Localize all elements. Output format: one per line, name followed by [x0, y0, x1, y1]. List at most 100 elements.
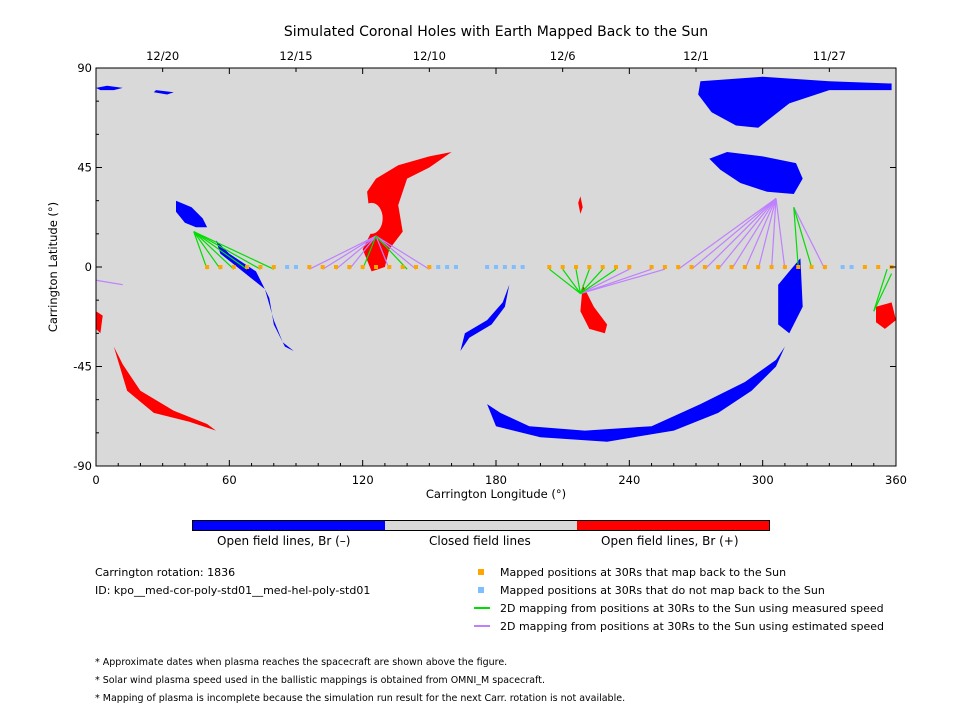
mapped-point-17: [560, 265, 565, 269]
unmapped-point-9: [520, 265, 525, 269]
coronal-hole-negative-5: [216, 240, 294, 351]
mapped-point-36: [822, 265, 827, 269]
estimated-mapping-line-19: [793, 207, 826, 270]
estimated-mapping-line-4: [375, 235, 390, 270]
unmapped-point-1: [294, 265, 298, 269]
estimated-mapping-line-3: [348, 235, 377, 270]
colorbar-negative: [193, 521, 385, 530]
mapped-point-11: [374, 265, 378, 269]
mapped-point-9: [347, 265, 352, 269]
mapped-point-0: [205, 265, 210, 269]
coronal-hole-negative-7: [487, 346, 785, 442]
date-tick-label-3: 12/6: [550, 49, 576, 63]
x-tick-label-5: 300: [752, 473, 774, 487]
estimated-mapping-line-5: [375, 235, 417, 270]
mapped-point-14: [414, 265, 418, 269]
mapped-point-37: [862, 265, 867, 269]
estimated-mapping-line-17: [770, 198, 777, 270]
x-tick-label-3: 180: [485, 473, 507, 487]
note-incomplete: * Mapping of plasma is incomplete becaus…: [95, 693, 626, 704]
y-axis-label: Carrington Latitude (°): [46, 202, 60, 332]
coronal-hole-negative-1: [96, 85, 123, 91]
unmapped-point-11: [849, 265, 854, 269]
unmapped-point-2: [436, 265, 441, 269]
mapped-point-2: [231, 265, 236, 269]
x-tick-label-2: 120: [352, 473, 374, 487]
estimated-mapping-line-8: [580, 268, 652, 295]
colorbar-label-closed: Closed field lines: [429, 534, 531, 548]
mapped-point-21: [614, 265, 618, 269]
measured-mapping-line-9: [562, 268, 581, 294]
mapped-point-23: [649, 265, 654, 269]
mapped-point-8: [334, 265, 338, 269]
closed-region-0: [360, 202, 383, 234]
measured-mapping-line-0: [193, 231, 208, 270]
measured-mapping-line-4: [193, 231, 261, 270]
legend-mapped-label: Mapped positions at 30Rs that map back t…: [500, 566, 787, 579]
estimated-mapping-line-2: [335, 235, 377, 270]
y-tick-label-0: -90: [73, 459, 92, 473]
y-tick-label-3: 45: [77, 161, 92, 175]
coronal-hole-positive-12: [113, 346, 216, 431]
measured-mapping-line-12: [580, 268, 604, 294]
measured-mapping-line-6: [362, 235, 377, 270]
mapped-point-26: [689, 265, 694, 269]
legend-unmapped-label: Mapped positions at 30Rs that do not map…: [500, 584, 825, 597]
mapped-point-5: [271, 265, 276, 269]
estimated-mapping-line-9: [580, 268, 666, 295]
mapped-point-31: [756, 265, 761, 269]
mapped-point-3: [245, 265, 250, 269]
legend-estimated-label: 2D mapping from positions at 30Rs to the…: [500, 620, 885, 633]
measured-mapping-line-11: [579, 269, 590, 294]
mapped-point-20: [600, 265, 605, 269]
date-tick-label-4: 12/1: [683, 49, 709, 63]
measured-mapping-line-2: [193, 231, 235, 270]
colorbar-closed: [385, 521, 577, 530]
unmapped-point-6: [494, 265, 498, 269]
mapped-point-25: [676, 265, 681, 269]
mapped-point-27: [702, 265, 707, 269]
mapped-point-28: [716, 265, 721, 269]
unmapped-point-7: [502, 265, 507, 269]
coronal-hole-positive-10: [580, 284, 608, 334]
estimated-mapping-line-7: [580, 268, 630, 295]
measured-mapping-line-3: [193, 231, 248, 270]
unmapped-point-5: [485, 265, 490, 269]
mapped-point-10: [360, 265, 365, 269]
date-tick-label-1: 12/15: [279, 49, 312, 63]
y-tick-label-1: -45: [73, 360, 92, 374]
measured-mapping-line-13: [580, 268, 617, 295]
mapped-point-34: [796, 265, 801, 269]
legend-unmapped-symbol: [478, 587, 484, 593]
coronal-hole-negative-3: [709, 152, 803, 194]
unmapped-point-10: [840, 265, 845, 269]
note-dates: * Approximate dates when plasma reaches …: [95, 657, 508, 668]
x-axis-label: Carrington Longitude (°): [426, 487, 566, 501]
mapped-point-4: [258, 265, 263, 269]
legend-mapped-symbol: [478, 569, 484, 575]
estimated-mapping-line-13: [717, 198, 777, 270]
measured-mapping-line-5: [193, 231, 275, 270]
coronal-hole-negative-0: [698, 76, 892, 128]
coronal-hole-positive-13: [96, 311, 103, 334]
coronal-hole-negative-8: [778, 258, 803, 334]
mapped-point-7: [320, 265, 325, 269]
measured-mapping-line-1: [193, 231, 221, 270]
mapped-point-13: [400, 265, 405, 269]
y-tick-label-2: 0: [85, 260, 92, 274]
coronal-hole-positive-14: [876, 302, 896, 329]
chart-title: Simulated Coronal Holes with Earth Mappe…: [284, 24, 708, 40]
mapped-point-15: [427, 265, 432, 269]
measured-mapping-line-14: [793, 207, 799, 268]
estimated-mapping-line-12: [704, 198, 777, 270]
x-tick-label-1: 60: [222, 473, 237, 487]
model-id: ID: kpo__med-cor-poly-std01__med-hel-pol…: [95, 584, 371, 597]
mapped-point-19: [587, 265, 592, 269]
date-tick-label-0: 12/20: [146, 49, 179, 63]
mapped-point-29: [729, 265, 734, 269]
estimated-mapping-line-0: [309, 235, 377, 270]
estimated-mapping-line-1: [322, 235, 377, 270]
unmapped-point-8: [511, 265, 516, 269]
carrington-rotation: Carrington rotation: 1836: [95, 566, 236, 579]
measured-mapping-line-17: [873, 273, 893, 312]
